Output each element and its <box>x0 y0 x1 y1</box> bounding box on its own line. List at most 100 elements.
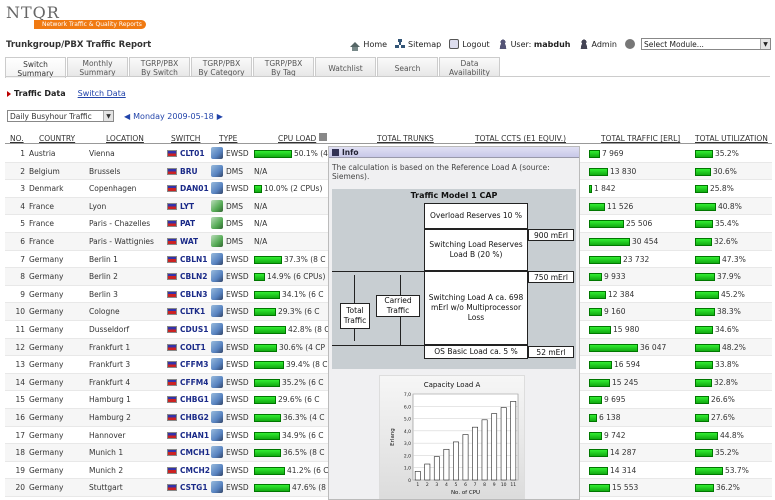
table-row[interactable]: 19 Germany Munich 2 CMCH2 EWSD 41.2% (6 C 14 3… <box>5 462 772 480</box>
total-traffic-cell: 9 695 <box>589 395 689 405</box>
cpu-load-text: N/A <box>254 236 268 246</box>
country-cell: Germany <box>29 395 64 405</box>
utilization-text: 36.2% <box>716 483 740 493</box>
col-total-trunks[interactable]: TOTAL TRUNKS <box>377 134 434 143</box>
traffic-type-value: Daily Busyhour Traffic <box>10 111 92 121</box>
sitemap-link[interactable]: Sitemap <box>395 39 441 49</box>
capacity-bar <box>491 413 498 481</box>
col-location[interactable]: LOCATION <box>106 134 144 143</box>
switch-link[interactable]: CBLN3 <box>180 289 208 299</box>
user-label: User: <box>510 39 532 49</box>
prev-date-icon[interactable]: ◀ <box>124 112 131 121</box>
info-description: The calculation is based on the Referenc… <box>332 163 550 181</box>
switch-link[interactable]: CHBG1 <box>180 395 209 405</box>
row-number: 12 <box>15 342 25 352</box>
help-icon[interactable] <box>319 133 327 141</box>
switch-link[interactable]: LYT <box>180 201 195 211</box>
col-switch[interactable]: SWITCH <box>171 134 201 143</box>
cpu-load-cell: 50.1% (4 <box>254 149 330 158</box>
switch-link[interactable]: CBLN1 <box>180 254 208 264</box>
total-traffic-cell: 12 384 <box>589 290 689 299</box>
country-cell: Germany <box>29 324 64 334</box>
total-utilization-cell: 53.7% <box>695 466 773 475</box>
total-utilization-cell: 32.6% <box>695 237 773 246</box>
row-number: 10 <box>15 307 25 317</box>
country-cell: France <box>29 201 54 211</box>
utilization-text: 25.8% <box>710 184 734 194</box>
switch-link[interactable]: BRU <box>180 166 198 176</box>
switch-link[interactable]: CFFM3 <box>180 360 209 370</box>
tab-search[interactable]: Search <box>377 57 438 77</box>
tab-monthly-summary[interactable]: Monthly Summary <box>67 57 128 77</box>
y-tick-label: 2,0 <box>404 453 411 459</box>
col-total-traffic[interactable]: TOTAL TRAFFIC [ERL] <box>601 134 681 143</box>
page-title: Trunkgroup/PBX Traffic Report <box>6 40 152 50</box>
switch-link[interactable]: CHBG2 <box>180 412 209 422</box>
country-cell: Germany <box>29 430 64 440</box>
traffic-text: 15 245 <box>612 377 639 387</box>
col-cpu-load[interactable]: CPU LOAD <box>278 134 317 143</box>
switch-data-link[interactable]: Switch Data <box>77 89 126 98</box>
utilization-text: 33.8% <box>715 360 739 370</box>
switch-link[interactable]: CMCH1 <box>180 448 210 458</box>
utilization-text: 37.9% <box>717 272 741 282</box>
cpu-load-cell: 35.2% (6 C <box>254 378 330 387</box>
tab-tgrp-pbx-by-category[interactable]: TGRP/PBX By Category <box>191 57 252 77</box>
tab-switch-summary[interactable]: Switch Summary <box>5 57 66 78</box>
row-number: 2 <box>20 166 25 176</box>
col-type[interactable]: TYPE <box>219 134 238 143</box>
cpu-load-bar <box>254 343 277 352</box>
os-basic-box: OS Basic Load ca. 5 % <box>424 345 528 359</box>
logout-link[interactable]: Logout <box>449 39 490 49</box>
switch-link[interactable]: CFFM4 <box>180 377 209 387</box>
location-cell: Frankfurt 3 <box>89 360 131 370</box>
switch-link[interactable]: CDUS1 <box>180 324 209 334</box>
type-cell: DMS <box>226 219 244 229</box>
col-total-ccts[interactable]: TOTAL CCTS (E1 EQUIV.) <box>475 134 567 143</box>
switch-link[interactable]: PAT <box>180 219 196 229</box>
module-select-value: Select Module... <box>644 39 704 49</box>
switch-link[interactable]: CMCH2 <box>180 465 210 475</box>
info-popup-header[interactable]: Info <box>329 147 579 158</box>
next-date-icon[interactable]: ▶ <box>216 112 223 121</box>
tab-watchlist[interactable]: Watchlist <box>315 57 376 77</box>
utilization-bar <box>695 413 709 422</box>
switch-link[interactable]: CLTK1 <box>180 307 206 317</box>
cpu-load-bar <box>254 484 290 493</box>
x-tick-label: 4 <box>445 482 448 488</box>
switch-link[interactable]: COLT1 <box>180 342 206 352</box>
value-900: 900 mErl <box>528 229 574 241</box>
switch-link[interactable]: CBLN2 <box>180 272 208 282</box>
switch-link[interactable]: CLT01 <box>180 149 205 158</box>
switch-link[interactable]: CSTG1 <box>180 483 208 493</box>
cpu-load-bar <box>254 325 286 334</box>
app-logo[interactable]: NTQR Network Traffic & Quality Reports <box>6 3 146 29</box>
tab-data-availability[interactable]: Data Availability <box>439 57 500 77</box>
admin-link[interactable]: Admin <box>578 39 617 49</box>
traffic-type-select[interactable]: Daily Busyhour Traffic ▼ <box>7 110 114 122</box>
table-row[interactable]: 2 Belgium Brussels BRU DMS N/A 13 830 30.6% <box>5 162 772 181</box>
flag-icon <box>167 343 177 351</box>
tab-tgrp-pbx-by-tag[interactable]: TGRP/PBX By Tag <box>253 57 314 77</box>
home-link[interactable]: Home <box>350 40 387 51</box>
cpu-load-bar <box>254 290 280 299</box>
cpu-load-bar <box>254 396 276 405</box>
switch-link[interactable]: CHAN1 <box>180 430 210 440</box>
y-tick-label: 5,0 <box>404 417 411 423</box>
total-traffic-cell: 9 160 <box>589 307 689 317</box>
cpu-load-cell: 41.2% (6 C <box>254 466 330 475</box>
tab-tgrp-pbx-by-switch[interactable]: TGRP/PBX By Switch <box>129 57 190 77</box>
col-total-utilization[interactable]: TOTAL UTILIZATION <box>695 134 768 143</box>
total-traffic-cell: 1 842 <box>589 184 689 194</box>
traffic-data-link[interactable]: Traffic Data <box>7 89 66 98</box>
switch-link[interactable]: DAN01 <box>180 184 209 194</box>
total-utilization-cell: 27.6% <box>695 413 773 422</box>
cpu-load-bar <box>254 185 262 194</box>
tab-label-line1: TGRP/PBX <box>140 59 179 68</box>
switch-link[interactable]: WAT <box>180 236 199 246</box>
utilization-bar <box>695 378 712 387</box>
module-select[interactable]: Select Module... ▼ <box>641 38 771 50</box>
col-no[interactable]: NO. <box>10 134 24 143</box>
traffic-text: 15 553 <box>612 483 639 493</box>
col-country[interactable]: COUNTRY <box>39 134 76 143</box>
